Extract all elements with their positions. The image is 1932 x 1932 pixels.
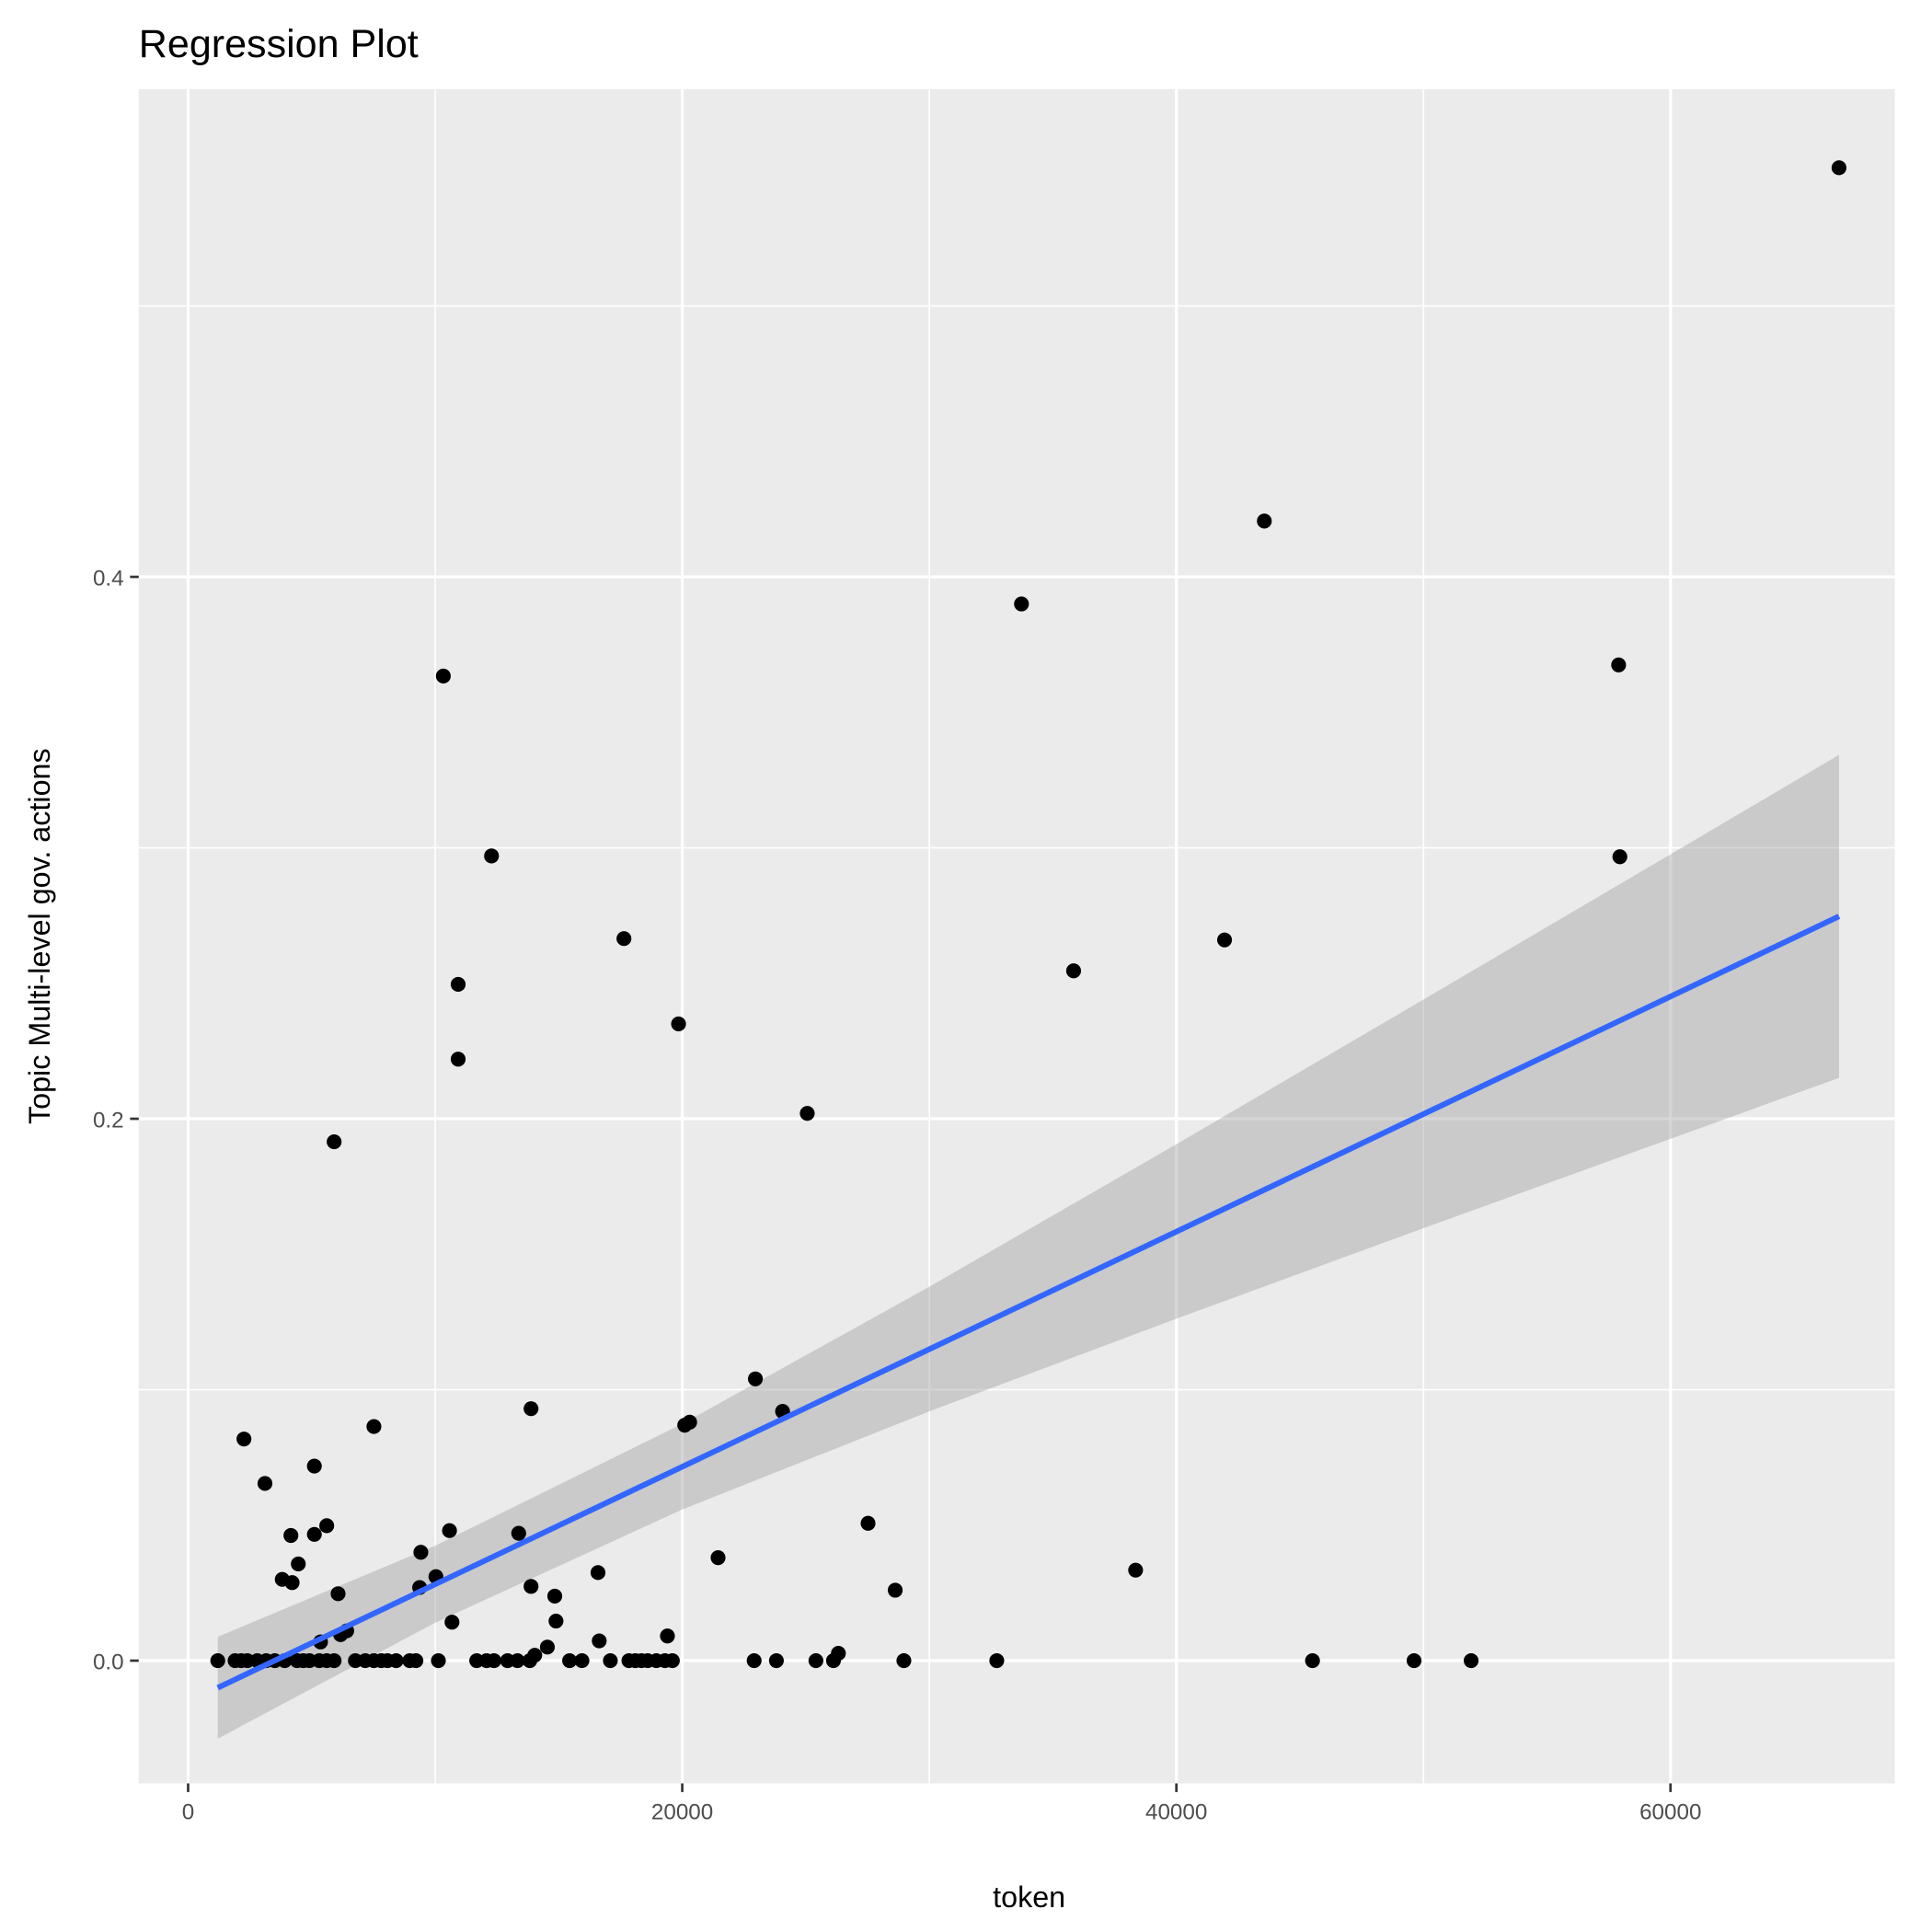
data-point xyxy=(327,1652,342,1669)
data-point xyxy=(825,1652,842,1669)
x-tick-label: 20000 xyxy=(651,1800,713,1825)
plot-panel xyxy=(138,88,1895,1784)
data-point xyxy=(257,1476,273,1491)
data-point xyxy=(1257,513,1272,529)
data-point xyxy=(1463,1652,1479,1669)
data-point xyxy=(590,1565,606,1581)
data-point xyxy=(1128,1562,1144,1578)
data-point xyxy=(450,976,466,993)
data-point xyxy=(511,1525,526,1541)
y-tick-label: 0.0 xyxy=(93,1650,124,1674)
data-point xyxy=(486,1652,502,1669)
data-point xyxy=(747,1371,764,1386)
data-point xyxy=(664,1652,680,1669)
points-group xyxy=(210,160,1847,1669)
data-point xyxy=(616,931,632,947)
data-point xyxy=(768,1652,784,1669)
data-point xyxy=(522,1652,537,1669)
data-point xyxy=(896,1652,912,1669)
data-point xyxy=(366,1419,382,1434)
data-point xyxy=(388,1652,404,1669)
data-point xyxy=(408,1652,424,1669)
data-point xyxy=(1065,963,1082,979)
data-point xyxy=(236,1432,252,1447)
data-point xyxy=(510,1652,525,1669)
data-point xyxy=(860,1515,876,1531)
data-point xyxy=(989,1652,1005,1669)
data-point xyxy=(210,1652,225,1669)
data-point xyxy=(660,1628,675,1644)
data-point xyxy=(306,1458,322,1474)
data-point xyxy=(442,1523,457,1538)
data-point xyxy=(603,1652,618,1669)
x-tick-label: 0 xyxy=(182,1800,194,1825)
data-point xyxy=(562,1652,578,1669)
data-point xyxy=(283,1527,299,1544)
data-point xyxy=(450,1052,466,1067)
y-tick-label: 0.4 xyxy=(93,566,124,591)
data-point xyxy=(523,1579,539,1594)
regression-line-group xyxy=(216,914,1841,1691)
data-point xyxy=(1406,1652,1422,1669)
data-point xyxy=(291,1556,306,1571)
data-point xyxy=(327,1133,342,1150)
data-point xyxy=(523,1401,539,1417)
data-point xyxy=(431,1652,446,1669)
data-point xyxy=(1831,160,1847,176)
chart-title: Regression Plot xyxy=(139,22,419,66)
gridlines xyxy=(138,88,1895,1784)
data-point xyxy=(539,1639,556,1655)
data-point xyxy=(330,1586,346,1602)
x-axis-label: token xyxy=(993,1880,1065,1914)
data-point xyxy=(284,1575,300,1591)
data-point xyxy=(710,1550,726,1566)
axis-ticks: 0 20000 40000 60000 0.0 0.2 0.4 xyxy=(93,566,1702,1824)
data-point xyxy=(319,1518,335,1534)
y-axis-label: Topic Multi-level gov. actions xyxy=(23,748,56,1124)
y-tick-label: 0.2 xyxy=(93,1108,124,1133)
data-point xyxy=(1611,657,1627,673)
data-point xyxy=(548,1613,564,1629)
x-tick-label: 40000 xyxy=(1145,1800,1207,1825)
data-point xyxy=(1014,596,1029,612)
data-point xyxy=(808,1652,823,1669)
x-tick-label: 60000 xyxy=(1639,1800,1701,1825)
regression-line xyxy=(216,914,1841,1691)
data-point xyxy=(435,668,451,684)
data-point xyxy=(887,1582,903,1598)
data-point xyxy=(746,1652,762,1669)
data-point xyxy=(799,1106,815,1121)
data-point xyxy=(1216,932,1233,948)
data-point xyxy=(671,1016,686,1032)
data-point xyxy=(574,1652,590,1669)
data-point xyxy=(484,848,500,864)
data-point xyxy=(444,1615,460,1630)
data-point xyxy=(413,1545,429,1560)
data-point xyxy=(546,1588,563,1604)
data-point xyxy=(592,1633,607,1649)
data-point xyxy=(677,1418,693,1433)
data-point xyxy=(306,1526,322,1542)
data-point xyxy=(1612,849,1627,865)
data-point xyxy=(1305,1652,1320,1669)
